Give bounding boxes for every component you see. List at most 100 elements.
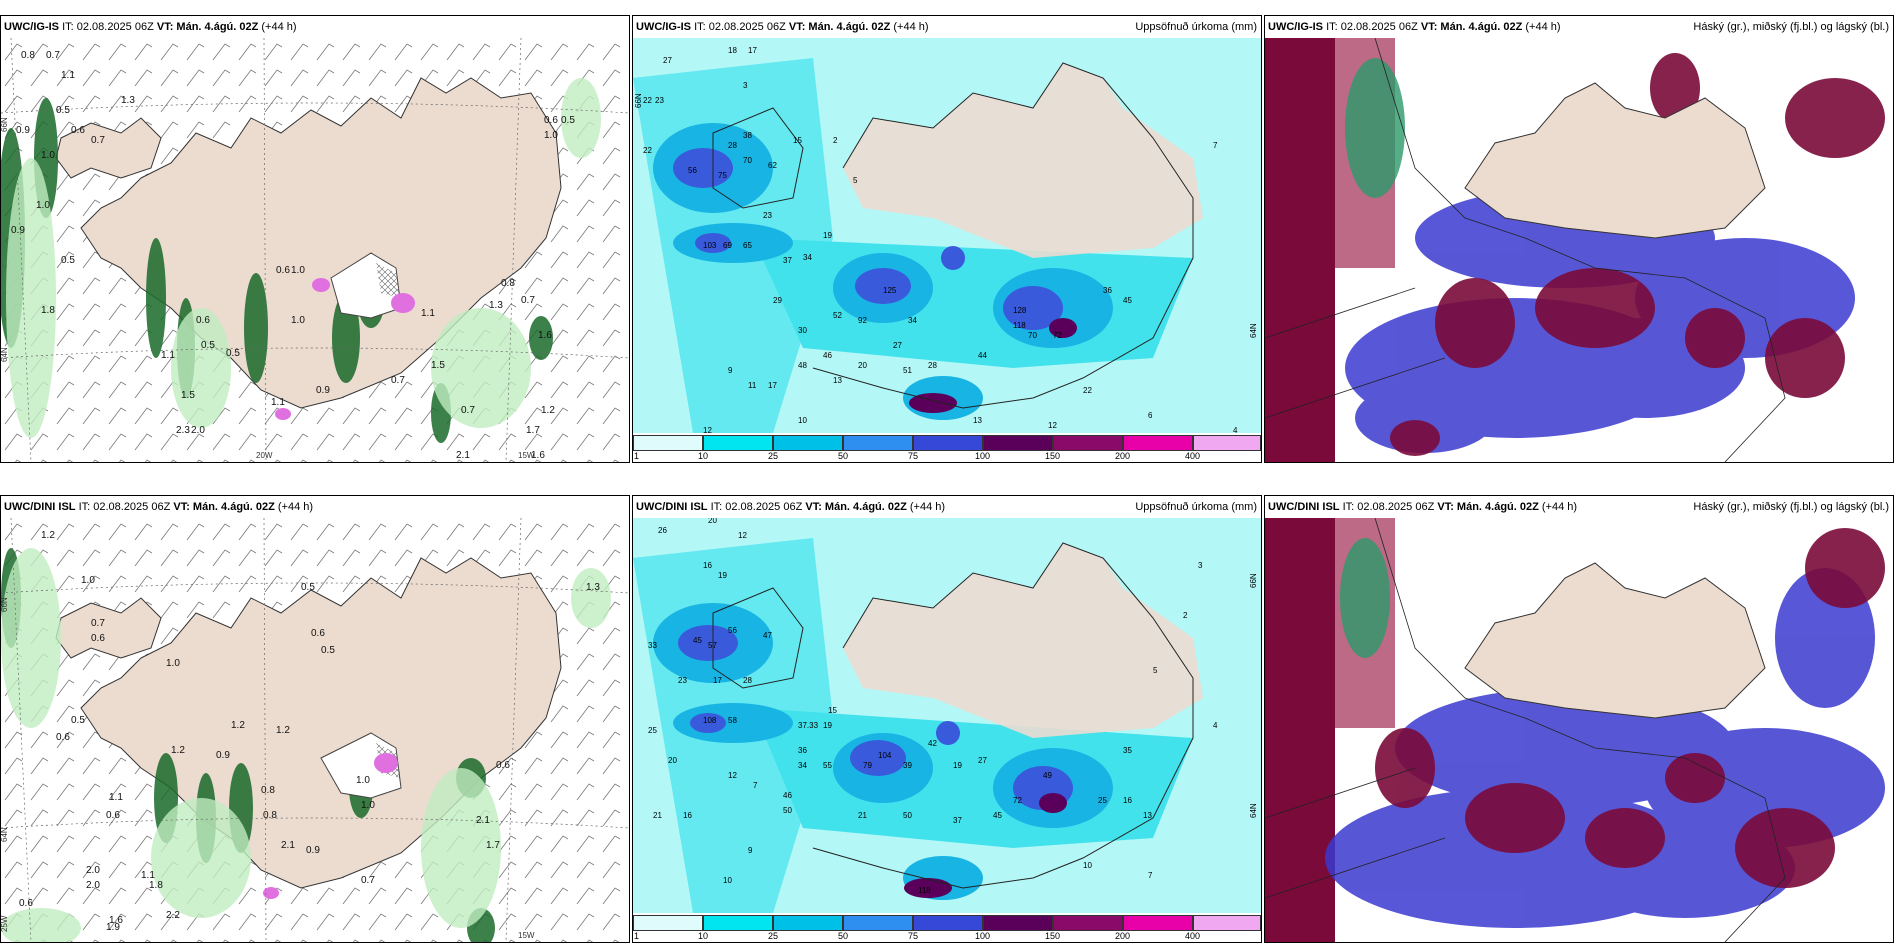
colorbar-tick: 400 — [1185, 451, 1201, 461]
colorbar-swatch — [773, 915, 843, 931]
value-label: 0.7 — [46, 50, 60, 61]
value-label: 34 — [798, 761, 807, 770]
value-label: 69 — [723, 241, 732, 250]
colorbar-tick: 10 — [698, 451, 709, 461]
value-label: 1.0 — [166, 658, 180, 669]
value-label: 9 — [748, 846, 753, 855]
value-label: 1.0 — [356, 775, 370, 786]
map-title: Háský (gr.), miðský (fj.bl.) og lágský (… — [1693, 501, 1889, 513]
value-label: 12 — [728, 771, 737, 780]
value-label: 20 — [668, 756, 677, 765]
value-label: 1.1 — [109, 792, 123, 803]
panel-clouds-dini: UWC/DINI ISL IT: 02.08.2025 06Z VT: Mán.… — [1264, 495, 1894, 943]
value-label: 0.9 — [11, 225, 25, 236]
value-label: 1.1 — [271, 397, 285, 408]
value-label: 1.3 — [121, 95, 135, 106]
colorbar-tick: 150 — [1045, 451, 1061, 461]
value-label: 1.5 — [431, 360, 445, 371]
colorbar-tick: 50 — [838, 451, 849, 461]
colorbar-tick: 100 — [975, 931, 991, 941]
value-label: 1.0 — [81, 575, 95, 586]
value-label: 104 — [878, 751, 892, 760]
model-name: UWC/IG-IS — [4, 21, 59, 33]
valid-time: VT: Mán. 4.ágú. 02Z — [805, 501, 907, 513]
value-label: 3 — [1198, 561, 1203, 570]
value-label: 7 — [1213, 141, 1218, 150]
value-label: 58 — [728, 716, 737, 725]
init-time: IT: 02.08.2025 06Z — [78, 501, 171, 513]
lat-label: 64N — [1249, 323, 1258, 338]
value-label: 0.6 — [91, 633, 105, 644]
value-label: 25 — [1098, 796, 1107, 805]
value-label: 0.5 — [201, 340, 215, 351]
value-label: 10 — [1083, 861, 1092, 870]
value-label: 0.7 — [461, 405, 475, 416]
value-label: 118 — [1013, 321, 1026, 330]
value-label: 1.6 — [109, 915, 123, 926]
value-label: 17 — [748, 46, 757, 55]
lead-time: (+44 h) — [1541, 501, 1578, 513]
value-label: 16 — [683, 811, 692, 820]
value-label: 0.6 — [56, 732, 70, 743]
value-label: 1.0 — [41, 150, 55, 161]
colorbar-swatch — [633, 435, 703, 451]
lat-label: 64N — [1, 827, 9, 842]
value-label: 0.5 — [226, 348, 240, 359]
value-label: 1.8 — [149, 880, 163, 891]
value-label: 128 — [1013, 306, 1027, 315]
colorbar-tick: 200 — [1115, 451, 1131, 461]
value-label: 21 — [858, 811, 867, 820]
value-label: 0.5 — [56, 105, 70, 116]
value-label: 1.6 — [531, 450, 545, 461]
value-label: 11 — [748, 381, 757, 390]
value-label: 65 — [743, 241, 752, 250]
value-label: 0.8 — [263, 810, 277, 821]
value-label: 70 — [1028, 331, 1037, 340]
lat-label: 66N — [1, 597, 9, 612]
value-label: 3 — [743, 81, 748, 90]
value-label: 1.2 — [171, 745, 185, 756]
value-label: 7 — [1148, 871, 1153, 880]
value-label: 12 — [703, 426, 712, 433]
value-label: 16 — [703, 561, 712, 570]
value-label: 4 — [1213, 721, 1218, 730]
colorbar-tick: 100 — [975, 451, 991, 461]
value-label: 23 — [763, 211, 772, 220]
colorbar-swatch — [1193, 915, 1261, 931]
init-time: IT: 02.08.2025 06Z — [694, 21, 786, 33]
value-label: 1.2 — [231, 720, 245, 731]
value-label: 27 — [893, 341, 902, 350]
value-label: 21 — [653, 811, 662, 820]
colorbar-swatch — [1123, 435, 1193, 451]
value-label: 1.0 — [291, 265, 305, 276]
value-label: 2 — [833, 136, 838, 145]
value-label: 17 — [713, 676, 722, 685]
value-label: 47 — [763, 631, 772, 640]
lon-label: 25W — [1, 915, 9, 932]
value-label: 22 — [643, 146, 652, 155]
value-label: 1.6 — [538, 330, 552, 341]
value-label: 79 — [863, 761, 872, 770]
value-label: 0.6 — [71, 125, 85, 136]
value-label: 0.9 — [216, 750, 230, 761]
lon-label: 15W — [518, 451, 535, 460]
value-label: 17 — [768, 381, 777, 390]
value-label: 5 — [853, 176, 858, 185]
value-label: 37.33 — [798, 721, 819, 730]
value-label: 22 — [643, 96, 652, 105]
value-label: 52 — [833, 311, 842, 320]
value-label: 2 — [1183, 611, 1188, 620]
value-label: 0.9 — [16, 125, 30, 136]
value-label: 1.8 — [41, 305, 55, 316]
value-label: 108 — [703, 716, 717, 725]
value-label: 57 — [708, 641, 717, 650]
value-label: 38 — [743, 131, 752, 140]
value-label: 51 — [903, 366, 912, 375]
value-label: 0.5 — [61, 255, 75, 266]
value-label: 0.6 — [276, 265, 290, 276]
panel-header: UWC/DINI ISL IT: 02.08.2025 06Z VT: Mán.… — [1, 496, 629, 518]
colorbar-swatch — [703, 915, 773, 931]
model-name: UWC/DINI ISL — [636, 501, 708, 513]
value-label: 0.5 — [301, 582, 315, 593]
value-label: 27 — [663, 56, 672, 65]
